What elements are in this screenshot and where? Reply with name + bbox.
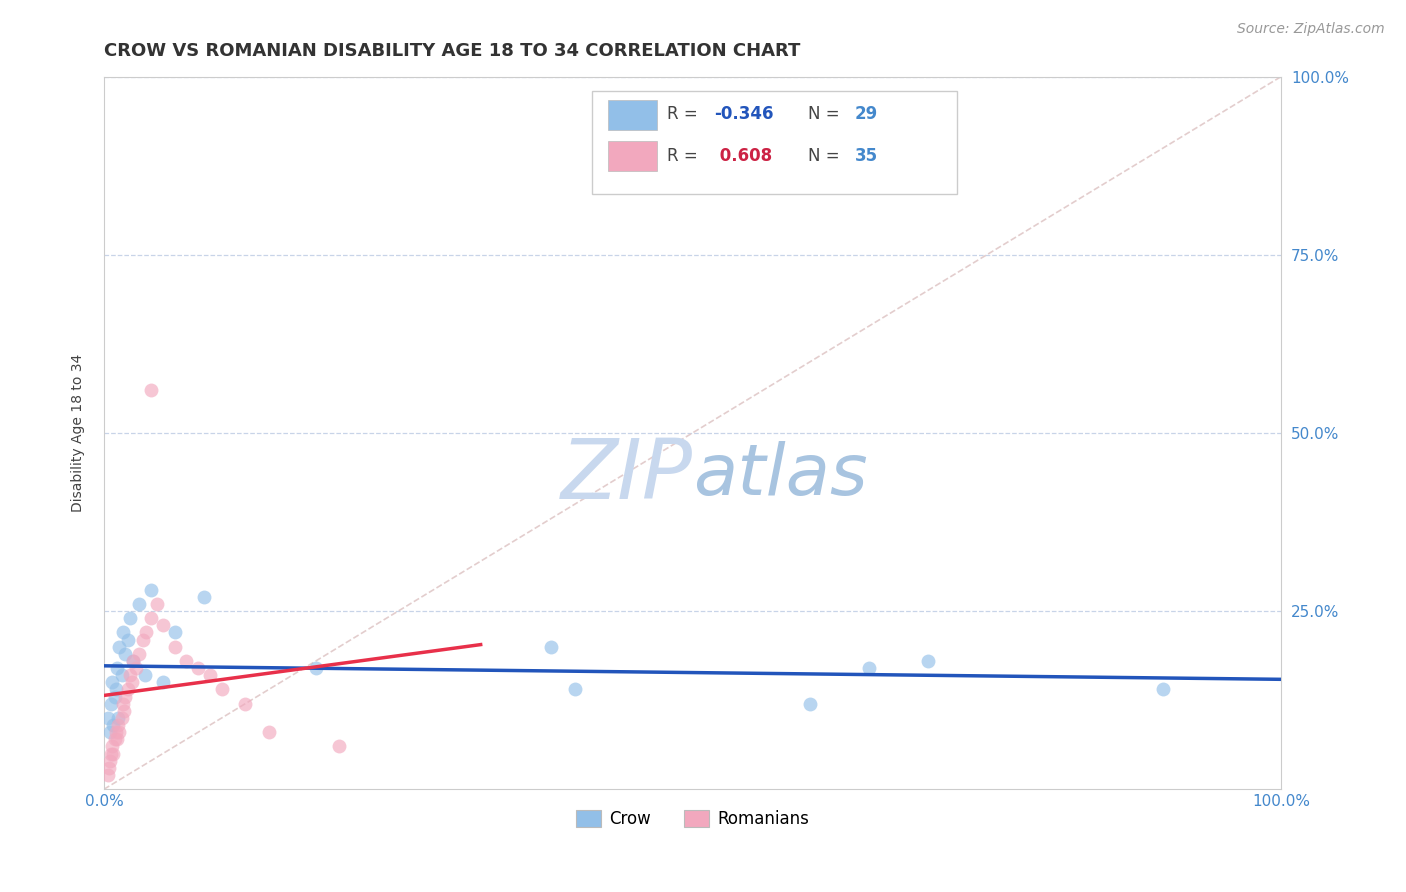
Point [107,711,129,725]
Point [540,640,562,654]
Legend: Crow, Romanians: Crow, Romanians [569,803,815,834]
Text: R =: R = [666,105,703,123]
Point [103,747,125,761]
Text: N =: N = [808,146,845,165]
Point [122,654,145,668]
Point [125,661,148,675]
Point [118,668,141,682]
Point [152,618,174,632]
Point [146,597,169,611]
Point [101,739,124,754]
Point [305,661,328,675]
FancyBboxPatch shape [607,142,657,171]
Text: 0.608: 0.608 [714,146,772,165]
Point [328,739,350,754]
Point [139,383,162,397]
Point [193,590,215,604]
Text: N =: N = [808,105,845,123]
Point [257,725,280,739]
Point [198,668,221,682]
Point [118,611,141,625]
Point [107,718,129,732]
Point [100,747,122,761]
Point [117,682,139,697]
Point [103,718,125,732]
Text: 29: 29 [855,105,879,123]
Point [134,668,156,682]
Point [103,732,125,747]
Point [917,654,939,668]
Point [122,654,145,668]
Point [111,697,134,711]
Point [187,661,209,675]
Point [101,675,124,690]
Point [104,682,127,697]
Text: 35: 35 [855,146,879,165]
Point [112,704,135,718]
FancyBboxPatch shape [592,91,957,194]
Point [96,711,118,725]
Point [176,654,198,668]
Point [128,647,150,661]
Point [211,682,233,697]
Point [111,711,134,725]
Point [152,675,174,690]
Text: Source: ZipAtlas.com: Source: ZipAtlas.com [1237,22,1385,37]
Y-axis label: Disability Age 18 to 34: Disability Age 18 to 34 [72,354,86,512]
Point [111,625,134,640]
Point [1152,682,1174,697]
FancyBboxPatch shape [607,100,657,130]
Point [111,668,134,682]
Point [233,697,256,711]
Point [858,661,880,675]
Point [98,725,121,739]
Point [132,632,155,647]
Point [564,682,586,697]
Point [100,697,122,711]
Point [114,647,136,661]
Point [163,640,186,654]
Point [108,640,131,654]
Text: R =: R = [666,146,703,165]
Point [96,768,118,782]
Point [104,725,127,739]
Point [128,597,150,611]
Text: ZIP: ZIP [561,435,693,516]
Point [135,625,157,640]
Text: atlas: atlas [693,442,868,510]
Point [103,690,125,704]
Point [139,582,162,597]
Point [97,761,120,775]
Point [105,661,128,675]
Point [163,625,186,640]
Point [114,690,136,704]
Text: -0.346: -0.346 [714,105,773,123]
Point [121,675,143,690]
Point [139,611,162,625]
Point [117,632,139,647]
Point [799,697,821,711]
Text: CROW VS ROMANIAN DISABILITY AGE 18 TO 34 CORRELATION CHART: CROW VS ROMANIAN DISABILITY AGE 18 TO 34… [104,42,800,60]
Point [98,754,121,768]
Point [108,725,131,739]
Point [105,732,128,747]
